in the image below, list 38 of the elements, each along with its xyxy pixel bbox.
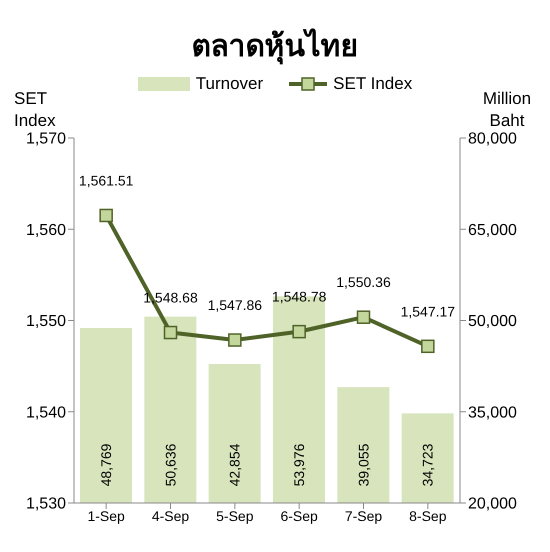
- point: [164, 326, 178, 340]
- y2-tick-label: 35,000: [468, 404, 518, 422]
- x-tick-label: 7-Sep: [344, 508, 382, 524]
- y2-tick-label: 65,000: [468, 222, 518, 239]
- x-tick-label: 4-Sep: [152, 508, 190, 524]
- data-label: 39,055: [355, 443, 372, 486]
- data-label: 48,769: [98, 443, 114, 486]
- chart-title: ตลาดหุ้นไทย: [190, 27, 360, 66]
- y-axis-title: SET Index: [14, 88, 57, 132]
- y2-tick-label: 20,000: [468, 496, 518, 513]
- point: [421, 340, 435, 354]
- y2-tick-label: 80,000: [468, 130, 518, 148]
- y-tick-label: 1,530: [26, 496, 66, 513]
- y2-tick-label: 50,000: [468, 313, 518, 330]
- data-label: 1,548.78: [272, 288, 327, 305]
- point: [356, 310, 370, 324]
- x-tick-label: 6-Sep: [280, 508, 318, 524]
- data-label: 42,854: [226, 443, 243, 486]
- data-label: 1,547.86: [208, 297, 262, 314]
- data-label: 1,547.17: [400, 303, 456, 320]
- y-tick-label: 1,560: [26, 222, 66, 239]
- legend-label: Turnover: [194, 74, 264, 94]
- data-label: 1,550.36: [336, 274, 391, 290]
- data-label: 50,636: [162, 443, 178, 486]
- legend-label: SET Index: [332, 74, 412, 94]
- data-label: 1,561.51: [78, 172, 134, 188]
- point: [228, 333, 242, 347]
- y2-axis-title: Million Baht: [482, 88, 532, 132]
- x-tick-label: 5-Sep: [216, 508, 254, 524]
- x-tick-label: 1-Sep: [87, 508, 126, 524]
- y-tick-label: 1,550: [26, 313, 66, 330]
- point: [292, 324, 306, 338]
- point: [99, 208, 113, 222]
- y-tick-label: 1,540: [26, 404, 66, 422]
- y-tick-label: 1,570: [26, 130, 66, 148]
- data-label: 53,976: [291, 443, 307, 486]
- x-tick-label: 8-Sep: [409, 508, 447, 524]
- data-label: 34,723: [420, 443, 436, 486]
